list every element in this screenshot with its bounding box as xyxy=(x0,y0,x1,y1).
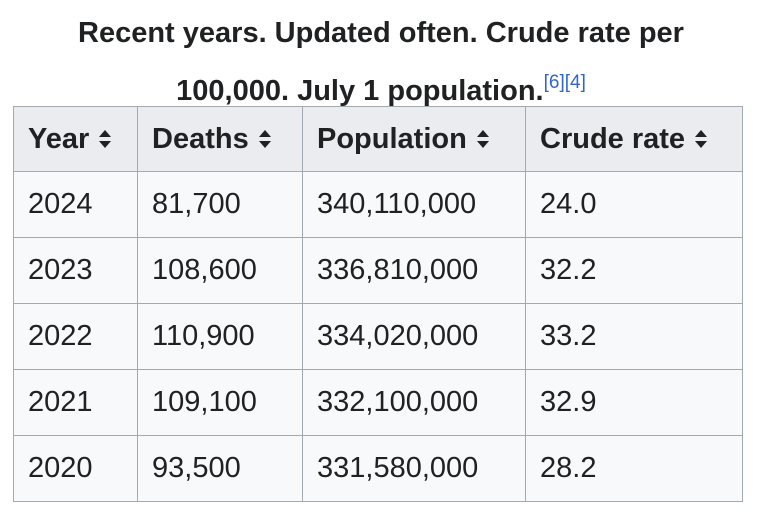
table-row: 2020 93,500 331,580,000 28.2 xyxy=(13,435,743,502)
column-header-label: Crude rate xyxy=(540,122,686,155)
table-row: 2022 110,900 334,020,000 33.2 xyxy=(13,303,743,370)
column-header-label: Deaths xyxy=(152,122,249,155)
sort-icon[interactable] xyxy=(695,129,708,149)
cell-crude-rate: 32.9 xyxy=(525,369,743,436)
cell-population: 336,810,000 xyxy=(302,237,526,304)
cell-year: 2022 xyxy=(13,303,138,370)
cell-deaths: 93,500 xyxy=(137,435,303,502)
table-row: 2021 109,100 332,100,000 32.9 xyxy=(13,369,743,436)
cell-population: 332,100,000 xyxy=(302,369,526,436)
column-header-label: Population xyxy=(317,122,467,155)
cell-crude-rate: 28.2 xyxy=(525,435,743,502)
column-header-year[interactable]: Year xyxy=(13,106,138,172)
caption-line-2-text: 100,000. July 1 population. xyxy=(176,75,544,107)
sort-icon[interactable] xyxy=(476,129,489,149)
reference-link-6[interactable]: [6] xyxy=(543,72,565,93)
cell-crude-rate: 33.2 xyxy=(525,303,743,370)
caption-line-2: 100,000. July 1 population.[6][4] xyxy=(0,62,762,120)
cell-population: 334,020,000 xyxy=(302,303,526,370)
sort-icon[interactable] xyxy=(99,129,112,149)
cell-deaths: 81,700 xyxy=(137,171,303,238)
table-caption: Recent years. Updated often. Crude rate … xyxy=(0,4,762,120)
cell-crude-rate: 24.0 xyxy=(525,171,743,238)
cell-deaths: 110,900 xyxy=(137,303,303,370)
header-row: Year Deaths Population Crude rate xyxy=(13,106,743,172)
reference-link-4[interactable]: [4] xyxy=(564,72,586,93)
cell-year: 2020 xyxy=(13,435,138,502)
column-header-population[interactable]: Population xyxy=(302,106,526,172)
data-table: Year Deaths Population Crude rate 2024 8… xyxy=(13,106,743,502)
cell-crude-rate: 32.2 xyxy=(525,237,743,304)
references: [6][4] xyxy=(544,72,586,93)
cell-year: 2021 xyxy=(13,369,138,436)
cell-population: 331,580,000 xyxy=(302,435,526,502)
column-header-deaths[interactable]: Deaths xyxy=(137,106,303,172)
table-row: 2024 81,700 340,110,000 24.0 xyxy=(13,171,743,238)
column-header-label: Year xyxy=(28,122,90,155)
caption-line-1: Recent years. Updated often. Crude rate … xyxy=(78,17,684,49)
sort-icon[interactable] xyxy=(258,129,271,149)
table-row: 2023 108,600 336,810,000 32.2 xyxy=(13,237,743,304)
cell-population: 340,110,000 xyxy=(302,171,526,238)
cell-year: 2023 xyxy=(13,237,138,304)
cell-year: 2024 xyxy=(13,171,138,238)
column-header-crude-rate[interactable]: Crude rate xyxy=(525,106,743,172)
cell-deaths: 108,600 xyxy=(137,237,303,304)
cell-deaths: 109,100 xyxy=(137,369,303,436)
